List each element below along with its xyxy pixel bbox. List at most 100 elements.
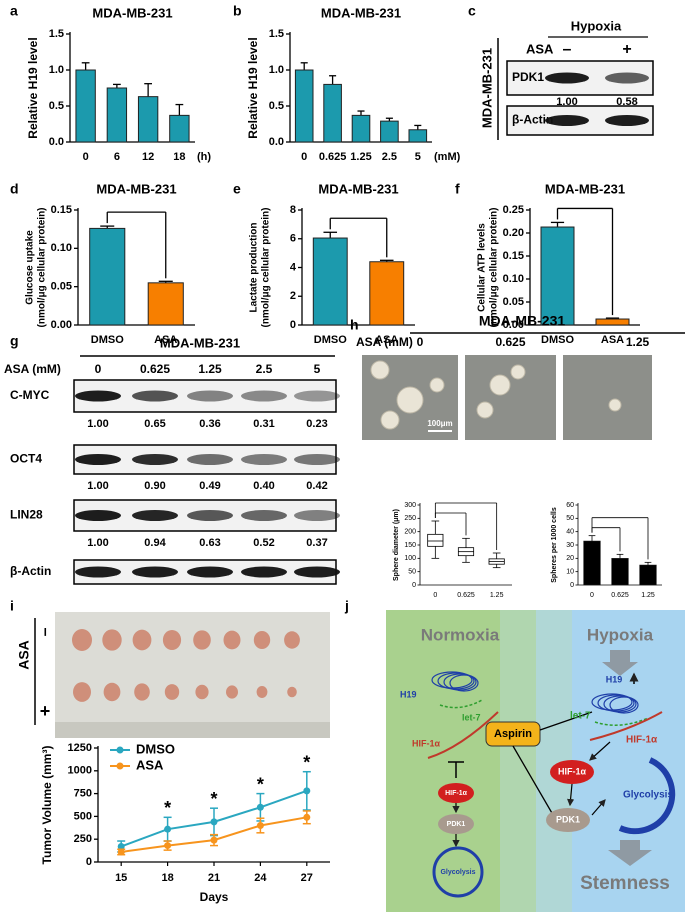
bar [323, 83, 342, 143]
quantification: 0.31 [253, 418, 274, 430]
x-tick-label: 0.625 [611, 592, 629, 599]
quantification: 0.23 [306, 418, 327, 430]
diagram-label: HIF-1α [445, 790, 468, 797]
x-tick-label: 1.25 [490, 592, 504, 599]
y-tick-label: 1.0 [269, 64, 284, 76]
tumor [103, 682, 121, 702]
pdk1-node [546, 808, 590, 832]
tumor [162, 629, 182, 651]
blot-band [241, 566, 287, 578]
y-tick-label: 250 [74, 833, 92, 845]
quantification: 0.49 [199, 480, 220, 492]
tumor [102, 629, 122, 651]
lane-label: 0 [95, 362, 102, 376]
y-axis-label: Glucose uptake [25, 230, 36, 305]
group-label: + [40, 701, 51, 721]
y-tick-label: 0.0 [269, 136, 284, 148]
legend-label: DMSO [136, 741, 175, 756]
blot-treatment: ASA [526, 41, 554, 56]
ruler [55, 722, 330, 738]
diagram-label: Stemness [580, 873, 670, 894]
quantification: 1.00 [87, 418, 108, 430]
rna-coil [609, 696, 639, 714]
diagram-label: Aspirin [494, 728, 532, 740]
sphere [476, 401, 494, 419]
inhibit [539, 711, 593, 731]
quantification: 0.40 [253, 480, 274, 492]
x-tick-label: ASA [601, 334, 624, 346]
y-tick-label: 6 [290, 233, 296, 245]
blot-title: MDA-MB-231 [160, 335, 240, 350]
bar [75, 69, 96, 143]
inhibit [512, 745, 557, 821]
lane-label: 5 [314, 362, 321, 376]
panel-label: b [233, 3, 242, 19]
sphere [510, 364, 526, 380]
bar [611, 558, 629, 586]
x-tick-label: 6 [114, 151, 120, 163]
x-tick-label: 18 [161, 872, 173, 884]
quantification: 0.37 [306, 537, 327, 549]
point [210, 818, 218, 826]
blot-band [241, 510, 287, 521]
y-tick-label: 200 [404, 529, 416, 536]
x-tick-label: 24 [254, 872, 267, 884]
significance: * [303, 752, 310, 772]
chart-title: MDA-MB-231 [318, 181, 398, 196]
y-tick-label: 1.0 [49, 64, 64, 76]
point [117, 848, 125, 856]
cell-line: MDA-MB-231 [479, 48, 494, 128]
y-tick-label: 0 [412, 582, 416, 589]
x-tick-label: 12 [142, 151, 154, 163]
x-tick-label: 0.625 [457, 592, 475, 599]
tumor [223, 630, 241, 650]
blot-band [132, 566, 178, 578]
y-tick-label: 40 [566, 529, 574, 536]
y-tick-label: 250 [404, 515, 416, 522]
y-tick-label: 1.5 [269, 28, 284, 40]
x-tick-label: 1.25 [350, 151, 371, 163]
down-arrow [602, 650, 638, 676]
rna-coil [591, 693, 633, 711]
hif-strand [427, 711, 499, 759]
diagram-label: let-7 [462, 712, 481, 722]
x-tick-label: 27 [301, 872, 313, 884]
quantification: 0.36 [199, 418, 220, 430]
tumor [134, 683, 150, 701]
protein-label: β-Actin [10, 564, 51, 578]
y-tick-label: 1.5 [49, 28, 64, 40]
glycolysis-cycle [432, 846, 484, 898]
panel-label: f [455, 181, 460, 197]
chart-title: MDA-MB-231 [545, 181, 625, 196]
point [164, 842, 172, 850]
y-tick-label: 300 [404, 502, 416, 509]
x-tick-label: 2.5 [382, 151, 397, 163]
x-tick-label: ASA [154, 334, 177, 346]
photo-treatment: ASA [16, 640, 32, 670]
bar [369, 261, 405, 326]
x-tick-label: ASA [375, 334, 398, 346]
y-tick-label: 60 [566, 502, 574, 509]
blot-band [75, 390, 121, 402]
blot-band [605, 72, 649, 84]
x-tick-label: 15 [115, 872, 127, 884]
dose-label: 1.25 [626, 335, 650, 349]
pdk1-node [438, 814, 474, 834]
rna-coil [443, 673, 477, 691]
y-tick-label: 0.0 [49, 136, 64, 148]
diagram-label: Glycolysis [440, 869, 475, 876]
blot-band [294, 566, 340, 578]
y-axis-label: (nmol/μg cellular protein) [489, 207, 500, 327]
lane-label: 2.5 [256, 362, 273, 376]
x-axis-label: Days [200, 890, 229, 904]
sphere [429, 377, 445, 393]
scale-bar-label: 100μm [427, 419, 452, 428]
blot-band [132, 510, 178, 521]
blot-band [545, 72, 589, 84]
blot-treatment: ASA (mM) [4, 362, 61, 376]
tumor [284, 631, 300, 649]
x-unit: (h) [197, 151, 211, 163]
diagram-label: Glycolysis [623, 790, 673, 801]
y-tick-label: 150 [404, 542, 416, 549]
diagram-label: HIF-1α [558, 766, 587, 776]
